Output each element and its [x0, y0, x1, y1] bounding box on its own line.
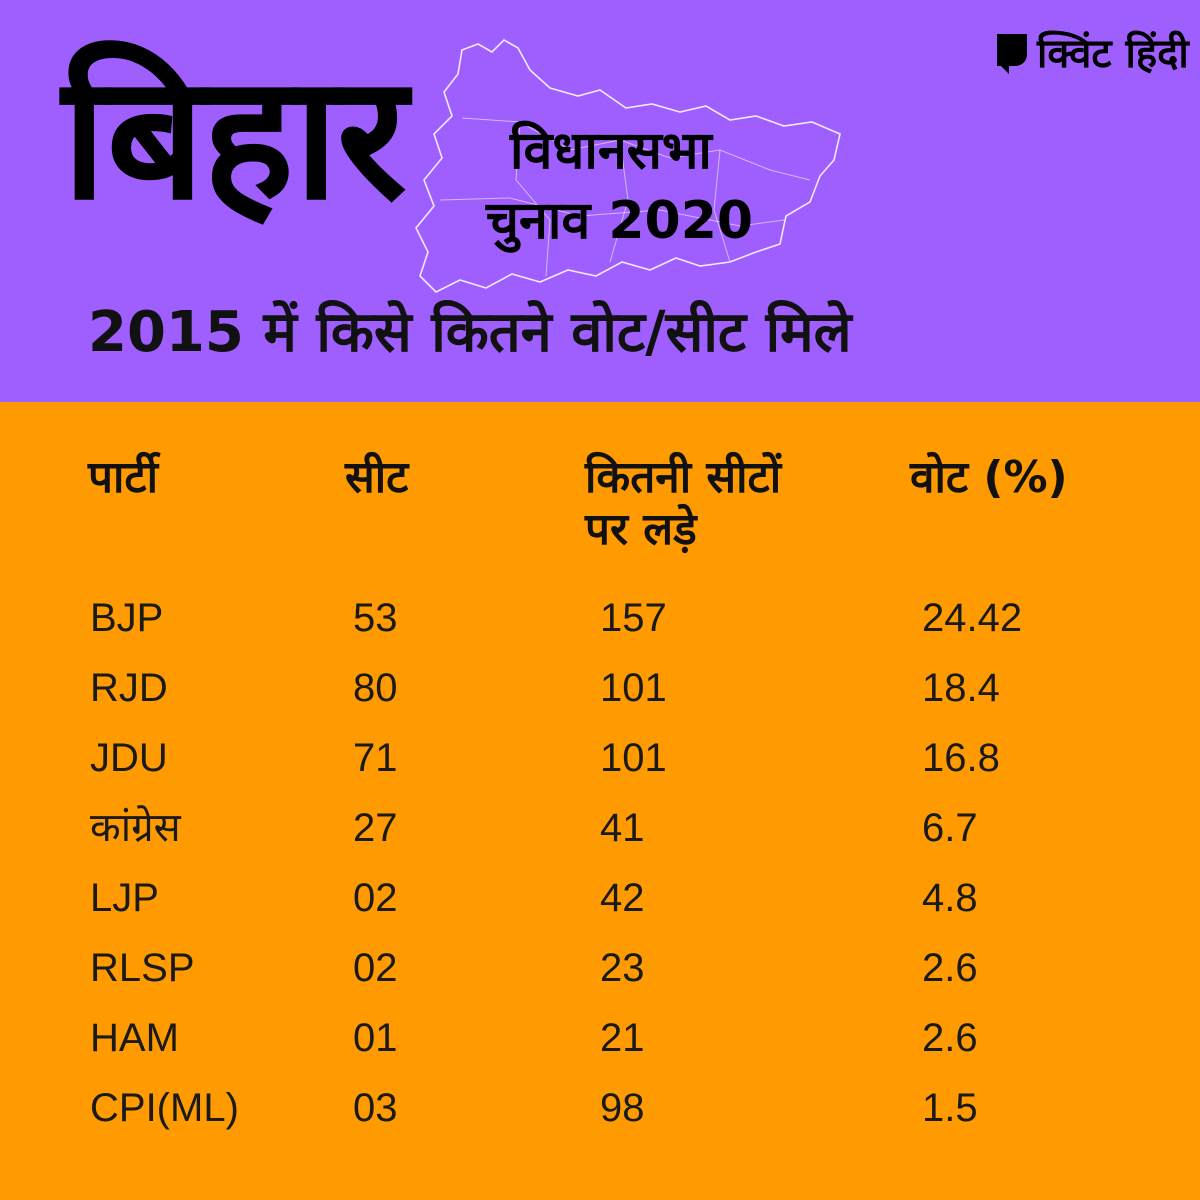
- party-name: कांग्रेस: [90, 806, 181, 850]
- vote-share: 1.5: [922, 1086, 978, 1130]
- bihar-map-outline: [415, 39, 841, 293]
- table-row: RLSP 02 23 2.6: [0, 948, 1200, 1018]
- brand-logo[interactable]: क्विंट हिंदी: [995, 32, 1189, 76]
- party-name: CPI(ML): [90, 1086, 239, 1130]
- vote-share: 18.4: [922, 666, 1000, 710]
- table-row: कांग्रेस 27 41 6.7: [0, 808, 1200, 878]
- seats-contested: 98: [600, 1086, 645, 1130]
- column-header-party: पार्टी: [88, 452, 158, 503]
- seats-contested: 157: [600, 596, 667, 640]
- results-table: पार्टी सीट कितनी सीटों पर लड़े वोट (%) B…: [0, 402, 1200, 1200]
- table-row: BJP 53 157 24.42: [0, 598, 1200, 668]
- seats-won: 80: [353, 666, 398, 710]
- seats-contested: 23: [600, 946, 645, 990]
- seats-won: 53: [353, 596, 398, 640]
- headline: 2015 में किसे कितने वोट/सीट मिले: [88, 300, 852, 365]
- subtitle-line-1: विधानसभा: [510, 121, 712, 181]
- party-name: RLSP: [90, 946, 195, 990]
- seats-contested: 101: [600, 736, 667, 780]
- column-header-seats: सीट: [345, 452, 409, 503]
- table-row: CPI(ML) 03 98 1.5: [0, 1088, 1200, 1158]
- vote-share: 6.7: [922, 806, 978, 850]
- table-row: RJD 80 101 18.4: [0, 668, 1200, 738]
- seats-won: 71: [353, 736, 398, 780]
- vote-share: 2.6: [922, 1016, 978, 1060]
- seats-won: 01: [353, 1016, 398, 1060]
- seats-contested: 21: [600, 1016, 645, 1060]
- vote-share: 2.6: [922, 946, 978, 990]
- seats-contested: 42: [600, 876, 645, 920]
- seats-won: 03: [353, 1086, 398, 1130]
- party-name: HAM: [90, 1016, 179, 1060]
- quint-logo-icon: [997, 34, 1027, 74]
- header-banner: बिहार विधानसभा चुनाव 2020 2015 में किसे …: [0, 0, 1200, 402]
- logo-text: क्विंट हिंदी: [1037, 31, 1189, 77]
- column-header-contested-line-2: पर लड़े: [585, 503, 697, 555]
- state-title: बिहार: [62, 37, 407, 238]
- vote-share: 24.42: [922, 596, 1023, 640]
- vote-share: 4.8: [922, 876, 978, 920]
- column-header-contested-line-1: कितनी सीटों: [585, 452, 782, 503]
- table-row: HAM 01 21 2.6: [0, 1018, 1200, 1088]
- seats-contested: 101: [600, 666, 667, 710]
- party-name: LJP: [90, 876, 159, 920]
- party-name: BJP: [90, 596, 164, 640]
- party-name: RJD: [90, 666, 168, 710]
- seats-won: 02: [353, 946, 398, 990]
- table-row: JDU 71 101 16.8: [0, 738, 1200, 808]
- party-name: JDU: [90, 736, 168, 780]
- column-header-vote: वोट (%): [910, 452, 1068, 503]
- subtitle-line-2: चुनाव 2020: [486, 191, 754, 251]
- column-header-contested: कितनी सीटों पर लड़े: [585, 452, 885, 556]
- seats-won: 27: [353, 806, 398, 850]
- table-row: LJP 02 42 4.8: [0, 878, 1200, 948]
- seats-won: 02: [353, 876, 398, 920]
- seats-contested: 41: [600, 806, 645, 850]
- vote-share: 16.8: [922, 736, 1000, 780]
